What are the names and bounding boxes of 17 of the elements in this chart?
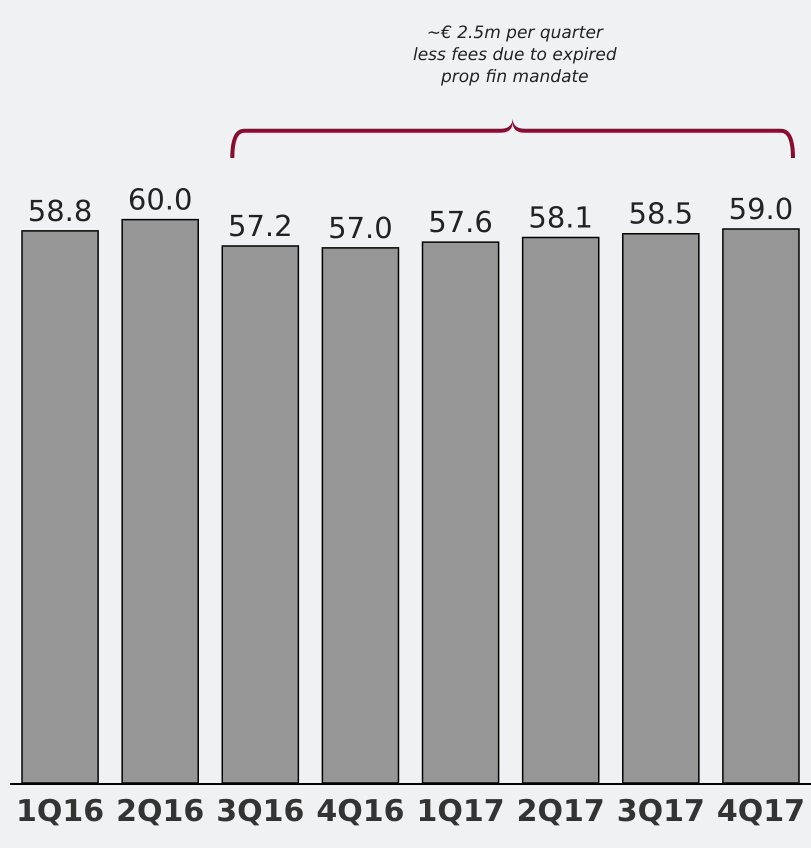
data-label: 57.6	[428, 205, 493, 240]
data-label: 57.2	[228, 208, 293, 243]
data-label: 58.1	[528, 200, 593, 234]
x-tick-label: 2Q17	[516, 794, 605, 829]
x-tick-label: 3Q16	[216, 794, 304, 829]
x-tick-label: 3Q17	[616, 794, 705, 829]
data-label: 57.0	[328, 210, 393, 245]
x-tick-label: 4Q16	[316, 794, 405, 829]
x-tick-label: 1Q17	[416, 794, 505, 829]
x-tick-label: 4Q17	[716, 794, 806, 829]
data-label: 60.0	[128, 182, 192, 217]
data-label: 58.5	[628, 196, 694, 231]
data-label: 59.0	[728, 192, 794, 226]
text: ~€ 2.5m per quarter less fees due to expired prop fin mandate	[413, 23, 617, 88]
x-tick-label: 1Q16	[16, 794, 104, 829]
x-tick-label: 2Q16	[116, 794, 204, 829]
data-label: 58.8	[28, 194, 92, 228]
